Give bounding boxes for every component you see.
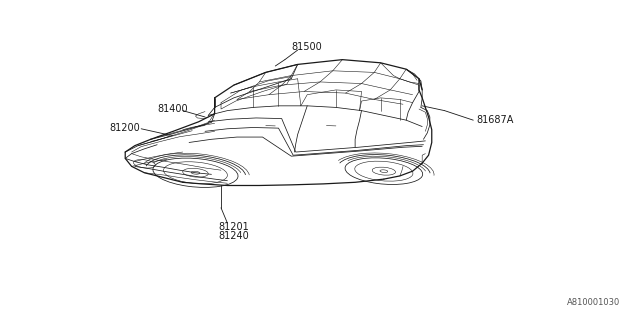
- Text: 81201: 81201: [218, 222, 249, 232]
- Text: 81240: 81240: [218, 230, 249, 241]
- Text: A810001030: A810001030: [567, 298, 620, 307]
- Text: 81687A: 81687A: [476, 115, 514, 125]
- Text: 81400: 81400: [158, 104, 188, 114]
- Text: 81500: 81500: [292, 42, 323, 52]
- Text: 81200: 81200: [110, 123, 141, 133]
